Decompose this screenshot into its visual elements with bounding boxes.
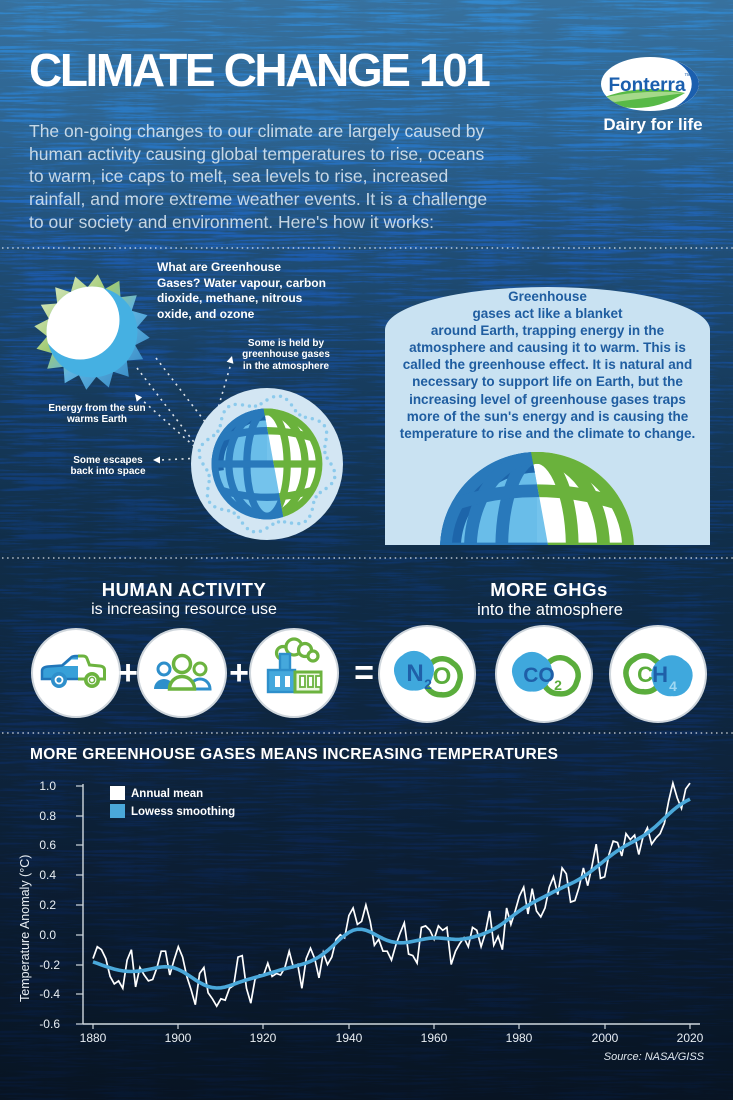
svg-text:CO: CO: [523, 664, 555, 687]
svg-text:Temperature Anomaly (°C): Temperature Anomaly (°C): [18, 855, 32, 1002]
svg-text:2000: 2000: [592, 1031, 619, 1045]
svg-text:1960: 1960: [421, 1031, 448, 1045]
svg-text:0.6: 0.6: [39, 838, 56, 852]
svg-text:2: 2: [554, 677, 562, 693]
svg-text:1980: 1980: [506, 1031, 533, 1045]
svg-text:Lowess smoothing: Lowess smoothing: [131, 806, 235, 818]
svg-text:1920: 1920: [250, 1031, 277, 1045]
svg-text:1880: 1880: [80, 1031, 107, 1045]
svg-text:2020: 2020: [677, 1031, 704, 1045]
svg-text:=: =: [354, 654, 374, 692]
svg-text:H: H: [652, 662, 668, 687]
svg-text:™: ™: [684, 73, 691, 80]
svg-text:O: O: [433, 663, 452, 690]
svg-text:1940: 1940: [336, 1031, 363, 1045]
svg-text:-0.4: -0.4: [39, 987, 60, 1001]
svg-text:-0.6: -0.6: [39, 1017, 60, 1031]
svg-text:-0.2: -0.2: [39, 958, 60, 972]
svg-text:Annual mean: Annual mean: [131, 788, 203, 800]
svg-text:2: 2: [424, 676, 432, 692]
svg-text:N: N: [406, 660, 423, 687]
svg-text:MORE GREENHOUSE GASES MEANS IN: MORE GREENHOUSE GASES MEANS INCREASING T…: [30, 746, 558, 763]
svg-text:1900: 1900: [165, 1031, 192, 1045]
svg-text:0.8: 0.8: [39, 809, 56, 823]
svg-text:Fonterra: Fonterra: [608, 75, 686, 96]
svg-text:0.2: 0.2: [39, 898, 56, 912]
svg-text:1.0: 1.0: [39, 779, 56, 793]
svg-text:Source: NASA/GISS: Source: NASA/GISS: [604, 1051, 705, 1063]
svg-text:0.4: 0.4: [39, 868, 56, 882]
svg-text:4: 4: [669, 678, 677, 694]
svg-text:C: C: [637, 662, 653, 687]
svg-text:0.0: 0.0: [39, 928, 56, 942]
svg-text:+: +: [229, 654, 249, 692]
svg-text:+: +: [118, 654, 138, 692]
